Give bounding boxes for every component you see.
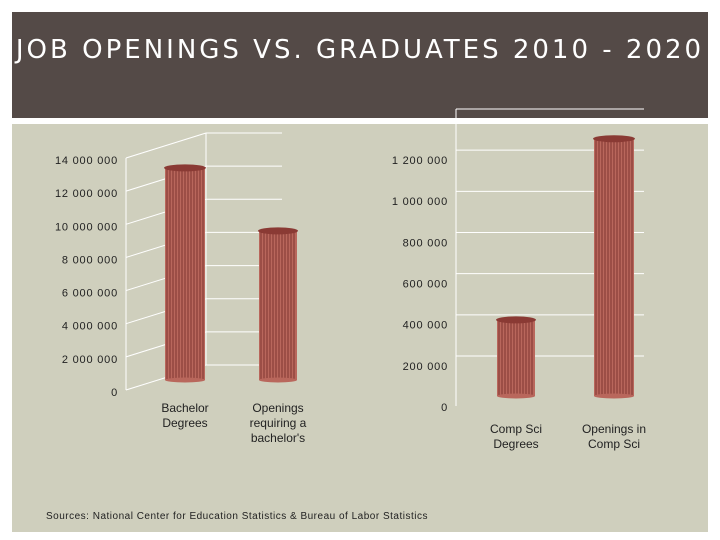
y-tick-label: 2 000 000 <box>62 354 118 366</box>
chart-2: 0 200 000 400 000 600 000 800 000 1 000 000 1 … <box>392 108 646 451</box>
chart-panel <box>12 124 708 532</box>
y-tick-label: 10 000 000 <box>55 221 118 233</box>
category-label: Bachelor Degrees <box>161 401 208 430</box>
bar <box>258 227 298 383</box>
y-tick-label: 1 000 000 <box>392 196 448 208</box>
y-tick-label: 14 000 000 <box>55 155 118 167</box>
y-tick-label: 800 000 <box>403 237 448 249</box>
y-tick-label: 0 <box>111 387 118 399</box>
y-tick-label: 1 200 000 <box>392 155 448 167</box>
source-note: Sources: National Center for Education S… <box>46 511 428 522</box>
y-tick-label: 12 000 000 <box>55 188 118 200</box>
y-tick-label: 600 000 <box>403 279 448 291</box>
y-tick-label: 0 <box>441 402 448 414</box>
bar <box>593 135 635 399</box>
bar <box>164 164 206 383</box>
bar <box>496 316 536 399</box>
y-tick-label: 6 000 000 <box>62 288 118 300</box>
category-label: Openings requiring a bachelor's <box>250 401 307 445</box>
y-tick-label: 8 000 000 <box>62 254 118 266</box>
title-bar: JOB OPENINGS VS. GRADUATES 2010 - 2020 <box>12 12 708 118</box>
grid-diagonal <box>125 132 207 159</box>
chart-1: 0 2 000 000 4 000 000 6 000 000 8 000 000 10 … <box>55 132 307 445</box>
y-tick-label: 4 000 000 <box>62 321 118 333</box>
slide-title: JOB OPENINGS VS. GRADUATES 2010 - 2020 <box>15 35 705 65</box>
category-label: Openings in Comp Sci <box>582 422 646 451</box>
y-tick-label: 400 000 <box>403 320 448 332</box>
category-label: Comp Sci Degrees <box>490 422 542 451</box>
y-tick-label: 200 000 <box>403 361 448 373</box>
